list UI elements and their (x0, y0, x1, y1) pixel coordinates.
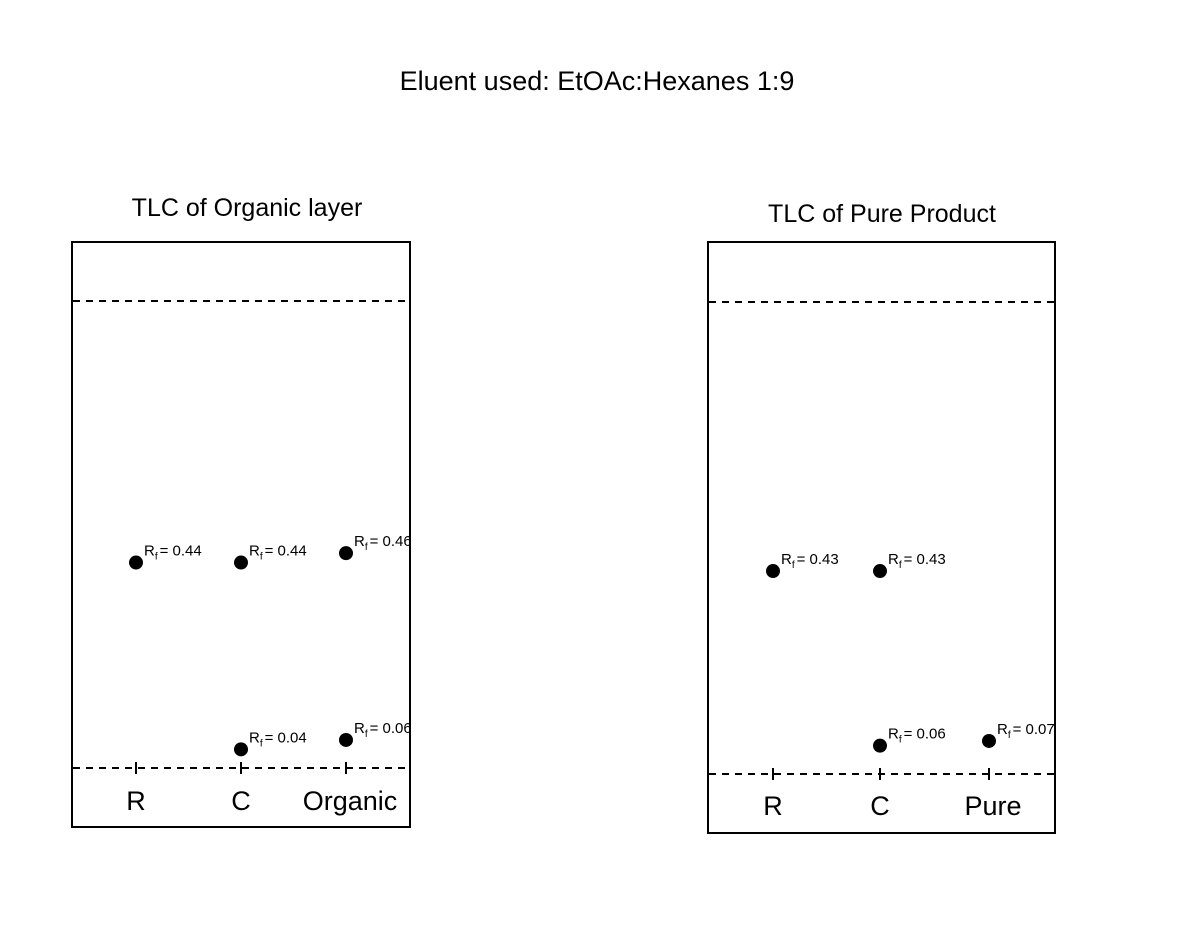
spot (129, 555, 143, 570)
rf-value: = 0.46 (370, 533, 412, 550)
rf-value: = 0.44 (160, 543, 202, 560)
rf-symbol: R (354, 533, 365, 550)
main-title: Eluent used: EtOAc:Hexanes 1:9 (400, 66, 795, 96)
lane-label: Pure (964, 791, 1021, 821)
plate-title: TLC of Pure Product (768, 200, 996, 228)
rf-label: Rf = 0.43 (781, 551, 839, 571)
rf-label: Rf = 0.46 (354, 533, 412, 553)
lane-label: C (231, 786, 251, 816)
lane: RRf = 0.44 (126, 543, 202, 816)
rf-symbol: R (997, 721, 1008, 738)
rf-symbol: R (249, 543, 260, 560)
spot (766, 564, 780, 579)
rf-subscript: f (155, 552, 158, 563)
plate-frame (71, 241, 411, 828)
lane-label: Organic (303, 786, 398, 816)
rf-symbol: R (144, 543, 155, 560)
rf-value: = 0.04 (265, 729, 307, 746)
rf-subscript: f (899, 735, 902, 746)
rf-value: = 0.43 (797, 551, 839, 568)
spot (234, 555, 248, 570)
rf-value: = 0.07 (1013, 721, 1055, 738)
rf-label: Rf = 0.04 (249, 729, 307, 749)
rf-symbol: R (781, 551, 792, 568)
spot (873, 564, 887, 579)
rf-subscript: f (1008, 730, 1011, 741)
rf-subscript: f (365, 542, 368, 553)
rf-value: = 0.43 (904, 551, 946, 568)
rf-symbol: R (354, 720, 365, 737)
rf-subscript: f (260, 738, 263, 749)
rf-value: = 0.06 (370, 720, 412, 737)
lane-label: C (870, 791, 890, 821)
rf-label: Rf = 0.07 (997, 721, 1055, 741)
rf-subscript: f (792, 560, 795, 571)
rf-subscript: f (365, 729, 368, 740)
rf-label: Rf = 0.43 (888, 551, 946, 571)
spot (339, 546, 353, 561)
rf-subscript: f (260, 552, 263, 563)
lane-label: R (126, 786, 146, 816)
rf-value: = 0.44 (265, 543, 307, 560)
lane-label: R (763, 791, 783, 821)
spot (339, 732, 353, 747)
rf-value: = 0.06 (904, 726, 946, 743)
rf-symbol: R (888, 726, 899, 743)
spot (234, 742, 248, 757)
spot (873, 738, 887, 753)
rf-label: Rf = 0.06 (354, 720, 412, 740)
lane: RRf = 0.43 (763, 551, 839, 821)
spot (982, 733, 996, 748)
rf-label: Rf = 0.06 (888, 726, 946, 746)
plate-frame (707, 241, 1056, 834)
rf-symbol: R (888, 551, 899, 568)
rf-label: Rf = 0.44 (144, 543, 202, 563)
rf-label: Rf = 0.44 (249, 543, 307, 563)
rf-symbol: R (249, 729, 260, 746)
lane: Pure Rf = 0.07 (964, 721, 1054, 821)
rf-subscript: f (899, 560, 902, 571)
plate-title: TLC of Organic layer (132, 194, 363, 222)
